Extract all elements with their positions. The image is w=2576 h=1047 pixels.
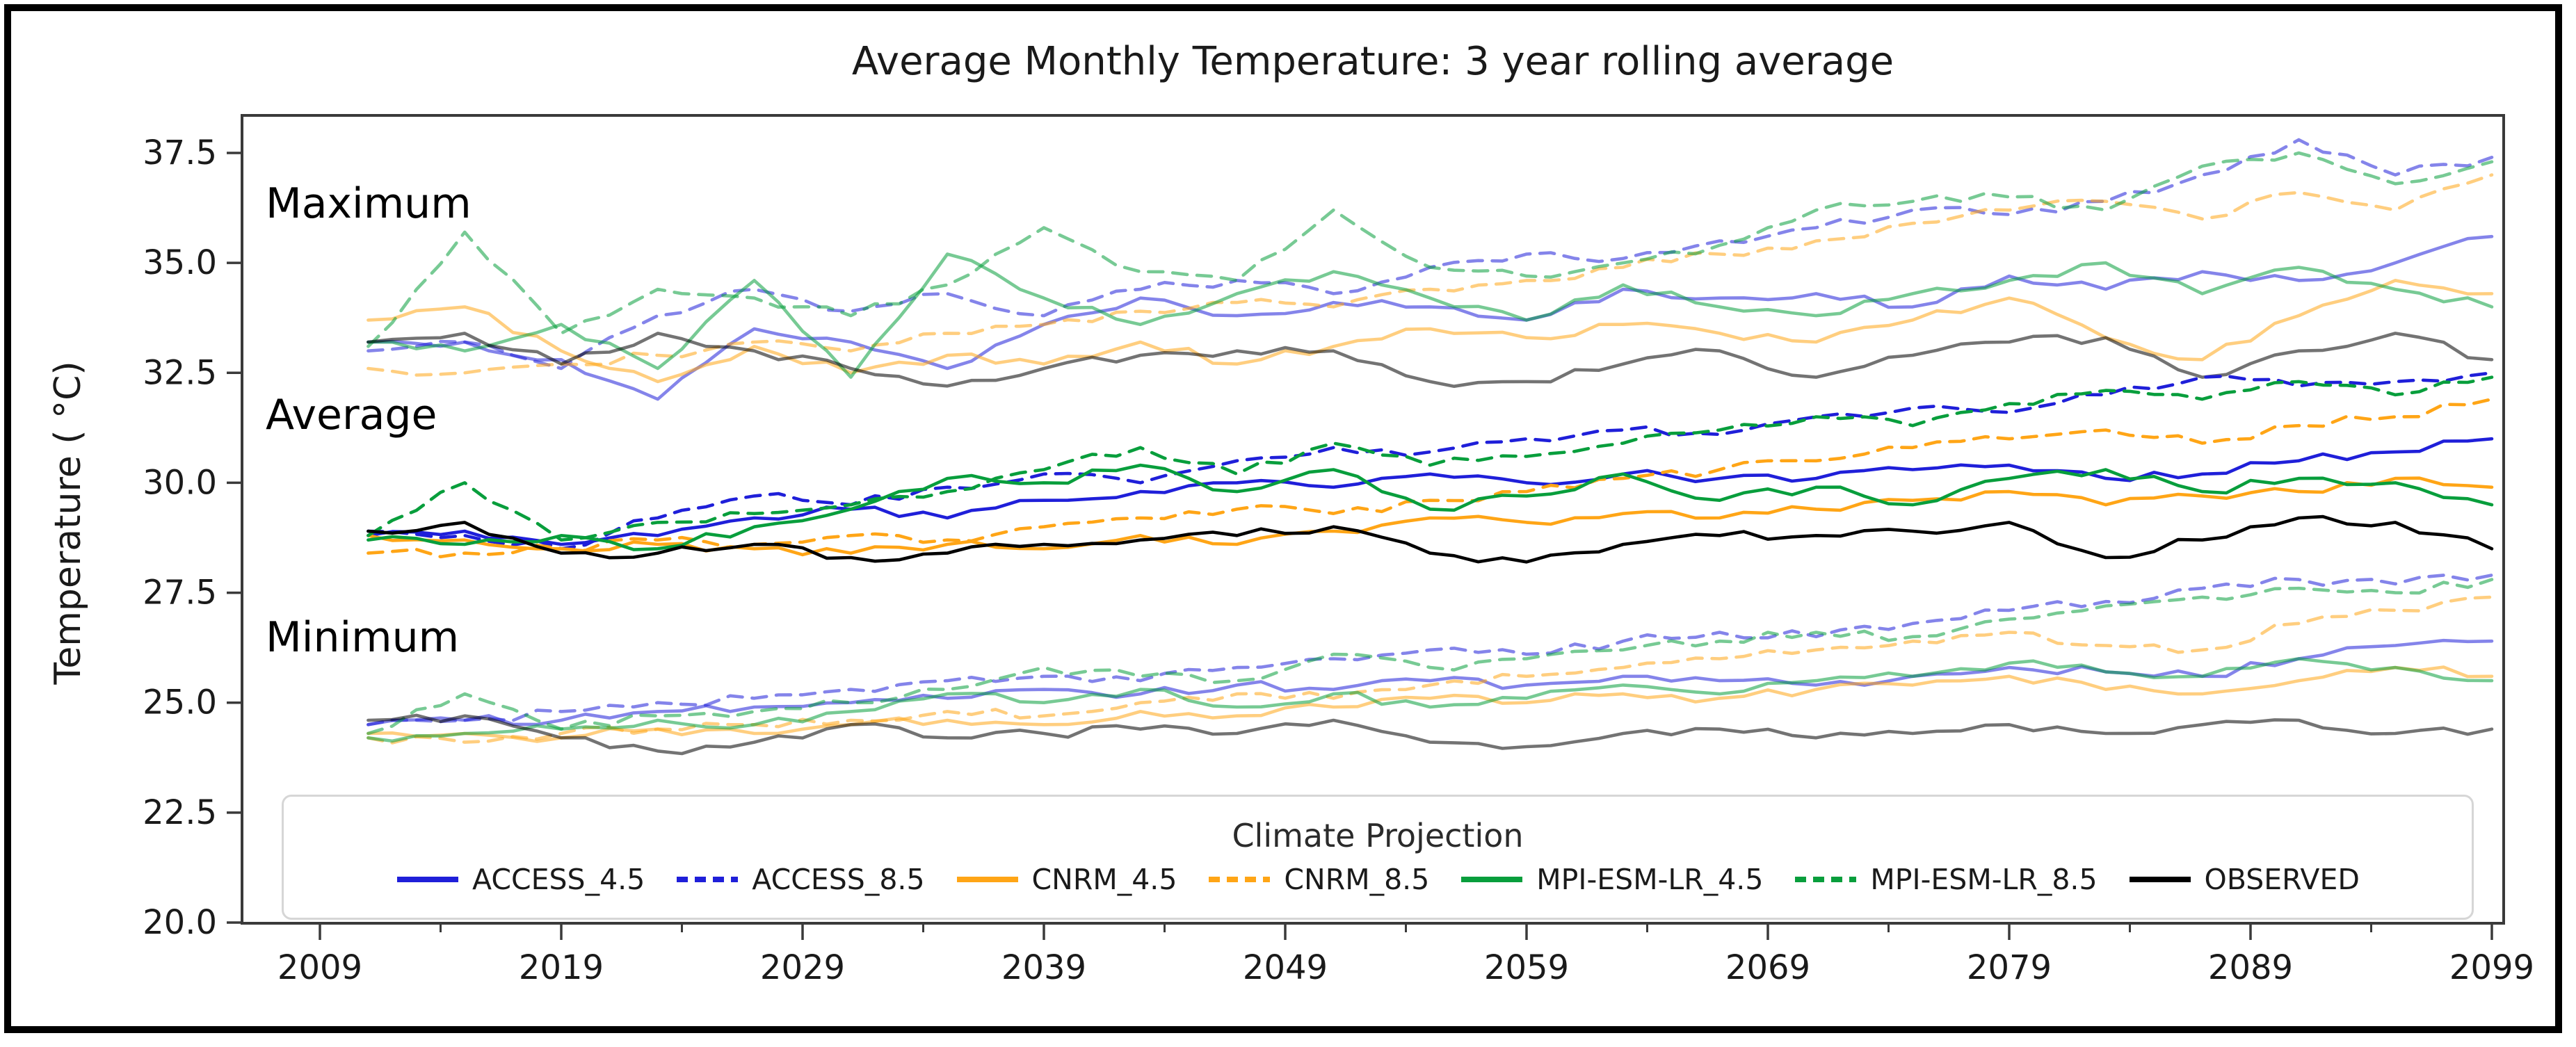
legend-item-CNRM_8.5: CNRM_8.5 [1207,863,1429,896]
series-line-MPI-ESM-LR_8.5-min [367,578,2494,736]
x-tick-label: 2019 [519,948,604,987]
y-tick-label: 35.0 [143,243,217,282]
series-line-MPI-ESM-LR_4.5-avg [367,463,2494,551]
y-tick-label: 20.0 [143,903,217,942]
band-label-maximum: Maximum [266,179,472,228]
legend-item-ACCESS_4.5: ACCESS_4.5 [396,863,645,896]
series-line-CNRM_8.5-min [367,595,2494,745]
legend-swatch-solid-line-icon [956,877,1018,883]
legend-item-label: CNRM_8.5 [1284,863,1430,897]
legend-swatch-dashed-line-icon [677,877,739,883]
legend-row: ACCESS_4.5 ACCESS_8.5 CNRM_4.5 CNRM_8.5 MPI-… [396,863,2360,896]
legend-item-label: OBSERVED [2204,863,2360,897]
legend-item-MPI-ESM-LR_4.5: MPI-ESM-LR_4.5 [1460,863,1763,896]
series-line-ACCESS_4.5-avg [367,437,2494,546]
legend-item-CNRM_4.5: CNRM_4.5 [956,863,1177,896]
legend-item-label: CNRM_4.5 [1031,863,1177,897]
x-tick-label: 2099 [2449,948,2534,987]
series-line-MPI-ESM-LR_8.5-max [367,151,2494,348]
legend-swatch-solid-line-icon [397,877,459,883]
legend-swatch-dashed-line-icon [1795,877,1857,883]
series-line-CNRM_8.5-max [367,173,2494,377]
series-line-ACCESS_4.5-max [367,234,2494,401]
series-line-CNRM_8.5-avg [367,397,2494,559]
legend: Climate Projection ACCESS_4.5 ACCESS_8.5 C… [282,795,2474,920]
x-tick-label: 2069 [1725,948,1810,987]
x-tick-label: 2029 [760,948,845,987]
x-tick-label: 2049 [1243,948,1328,987]
legend-item-label: ACCESS_8.5 [752,863,925,897]
band-label-average: Average [266,391,437,439]
y-axis-label: Temperature ( °C) [47,361,89,685]
x-tick-label: 2009 [277,948,362,987]
legend-title: Climate Projection [1232,816,1524,854]
plot-border [241,114,2505,925]
legend-swatch-solid-line-icon [2129,877,2191,883]
series-line-MPI-ESM-LR_8.5-avg [367,375,2494,542]
chart-title: Average Monthly Temperature: 3 year roll… [851,39,1894,84]
series-line-OBSERVED-min [367,713,2494,756]
series-line-ACCESS_4.5-min [367,638,2494,727]
legend-item-MPI-ESM-LR_8.5: MPI-ESM-LR_8.5 [1794,863,2098,897]
series-line-CNRM_4.5-min [367,665,2494,743]
series-line-ACCESS_8.5-avg [367,371,2494,551]
y-tick-label: 32.5 [143,353,217,392]
legend-item-label: MPI-ESM-LR_4.5 [1536,863,1764,897]
x-tick-label: 2079 [1967,948,2052,987]
legend-item-OBSERVED: OBSERVED [2128,863,2360,896]
series-line-MPI-ESM-LR_4.5-min [367,657,2494,743]
series-line-OBSERVED-max [367,332,2494,388]
series-line-MPI-ESM-LR_4.5-max [367,252,2494,379]
y-tick-label: 37.5 [143,133,217,172]
y-tick-label: 25.0 [143,683,217,722]
series-line-CNRM_4.5-max [367,279,2494,384]
legend-item-label: ACCESS_4.5 [472,863,645,897]
y-tick-label: 30.0 [143,463,217,502]
series-line-ACCESS_8.5-min [367,574,2494,727]
x-tick-label: 2089 [2208,948,2293,987]
legend-swatch-dashed-line-icon [1209,877,1271,883]
x-tick-label: 2039 [1001,948,1086,987]
legend-item-ACCESS_8.5: ACCESS_8.5 [675,863,925,897]
legend-swatch-solid-line-icon [1461,877,1523,883]
x-tick-label: 2059 [1484,948,1569,987]
legend-item-label: MPI-ESM-LR_8.5 [1870,863,2098,897]
series-line-OBSERVED-avg [367,514,2494,564]
y-tick-label: 22.5 [143,793,217,832]
y-tick-label: 27.5 [143,574,217,612]
series-line-ACCESS_8.5-max [367,138,2494,371]
band-label-minimum: Minimum [266,613,460,662]
